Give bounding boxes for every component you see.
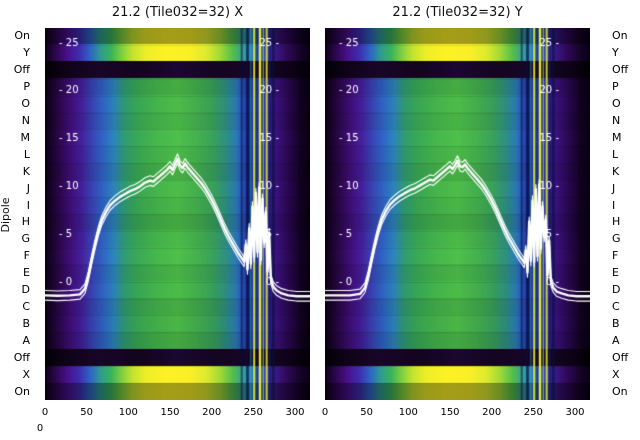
x-tick-label: 150: [440, 407, 460, 418]
dipole-label-right: M: [612, 130, 622, 144]
dipole-label-left: L: [23, 147, 30, 161]
dipole-label-right: A: [612, 333, 620, 347]
dipole-label-left: J: [26, 181, 30, 195]
dipole-label-left: C: [22, 300, 30, 313]
dipole-labels-left: On Y Off P O N M L K J I H G F E D C B A Off X On: [0, 0, 32, 440]
dipole-label-left: On: [14, 29, 30, 43]
dipole-label-left: F: [23, 249, 30, 263]
dipole-label-right: C: [612, 300, 620, 313]
x-tick-label: 250: [523, 407, 543, 418]
panel-title-x: 21.2 (Tile032=32) X: [111, 5, 244, 20]
dipole-label-left: P: [23, 80, 30, 94]
dipole-label-right: J: [612, 181, 616, 195]
dipole-label-right: On: [612, 29, 628, 43]
x-tick-label: 0: [321, 407, 329, 418]
dipole-label-right: D: [612, 283, 621, 297]
dipole-label-right: N: [612, 114, 621, 127]
dipole-label-left: G: [21, 232, 30, 246]
dipole-label-right: Off: [612, 63, 629, 77]
dipole-label-left: H: [21, 215, 30, 229]
dipole-label-right: I: [612, 198, 616, 212]
x-tick-label: 100: [118, 407, 138, 418]
dipole-label-right: On: [612, 384, 628, 398]
dipole-label-right: X: [612, 367, 620, 381]
x-tick-label: 300: [285, 407, 305, 418]
heatmap-panel-y: [325, 28, 590, 400]
x-tick-label: 150: [160, 407, 180, 418]
dipole-label-left: A: [22, 333, 30, 347]
dipole-label-left: K: [22, 164, 30, 178]
x-tick-label: 50: [360, 407, 374, 418]
dipole-label-left: Off: [13, 350, 30, 364]
dipole-label-left: M: [20, 130, 31, 144]
heatmap-panel-x: [45, 28, 310, 400]
dipole-label-right: Y: [612, 46, 619, 60]
x-tick-label: 100: [398, 407, 418, 418]
dipole-label-left: Y: [23, 46, 30, 60]
dipole-label-right: L: [612, 147, 619, 161]
dipole-label-right: K: [612, 164, 620, 178]
corner-tick-label: 0: [36, 423, 44, 434]
dipole-label-left: B: [22, 316, 30, 330]
dipole-label-right: P: [612, 80, 619, 94]
x-tick-label: 50: [80, 407, 94, 418]
x-tick-label: 200: [202, 407, 222, 418]
dipole-label-left: E: [23, 266, 30, 280]
dipole-label-right: E: [612, 266, 619, 280]
dipole-label-right: F: [612, 249, 619, 263]
dipole-label-right: H: [612, 215, 621, 229]
dipole-labels-right: On Y Off P O N M L K J I H G F E D C B A Off X On: [611, 0, 640, 440]
dipole-label-left: N: [21, 114, 30, 127]
dipole-label-left: On: [14, 384, 30, 398]
dipole-label-right: O: [612, 97, 621, 111]
dipole-label-right: G: [612, 232, 621, 246]
dipole-label-left: D: [21, 283, 30, 297]
dipole-label-left: X: [22, 367, 30, 381]
dipole-label-left: Off: [13, 63, 30, 77]
x-tick-label: 200: [482, 407, 502, 418]
dipole-label-left: O: [21, 97, 30, 111]
dipole-label-right: B: [612, 316, 620, 330]
dipole-label-left: I: [26, 198, 30, 212]
x-tick-label: 250: [243, 407, 263, 418]
dipole-label-right: Off: [612, 350, 629, 364]
x-tick-label: 300: [565, 407, 585, 418]
x-tick-label: 0: [41, 407, 49, 418]
panel-title-y: 21.2 (Tile032=32) Y: [392, 5, 523, 20]
